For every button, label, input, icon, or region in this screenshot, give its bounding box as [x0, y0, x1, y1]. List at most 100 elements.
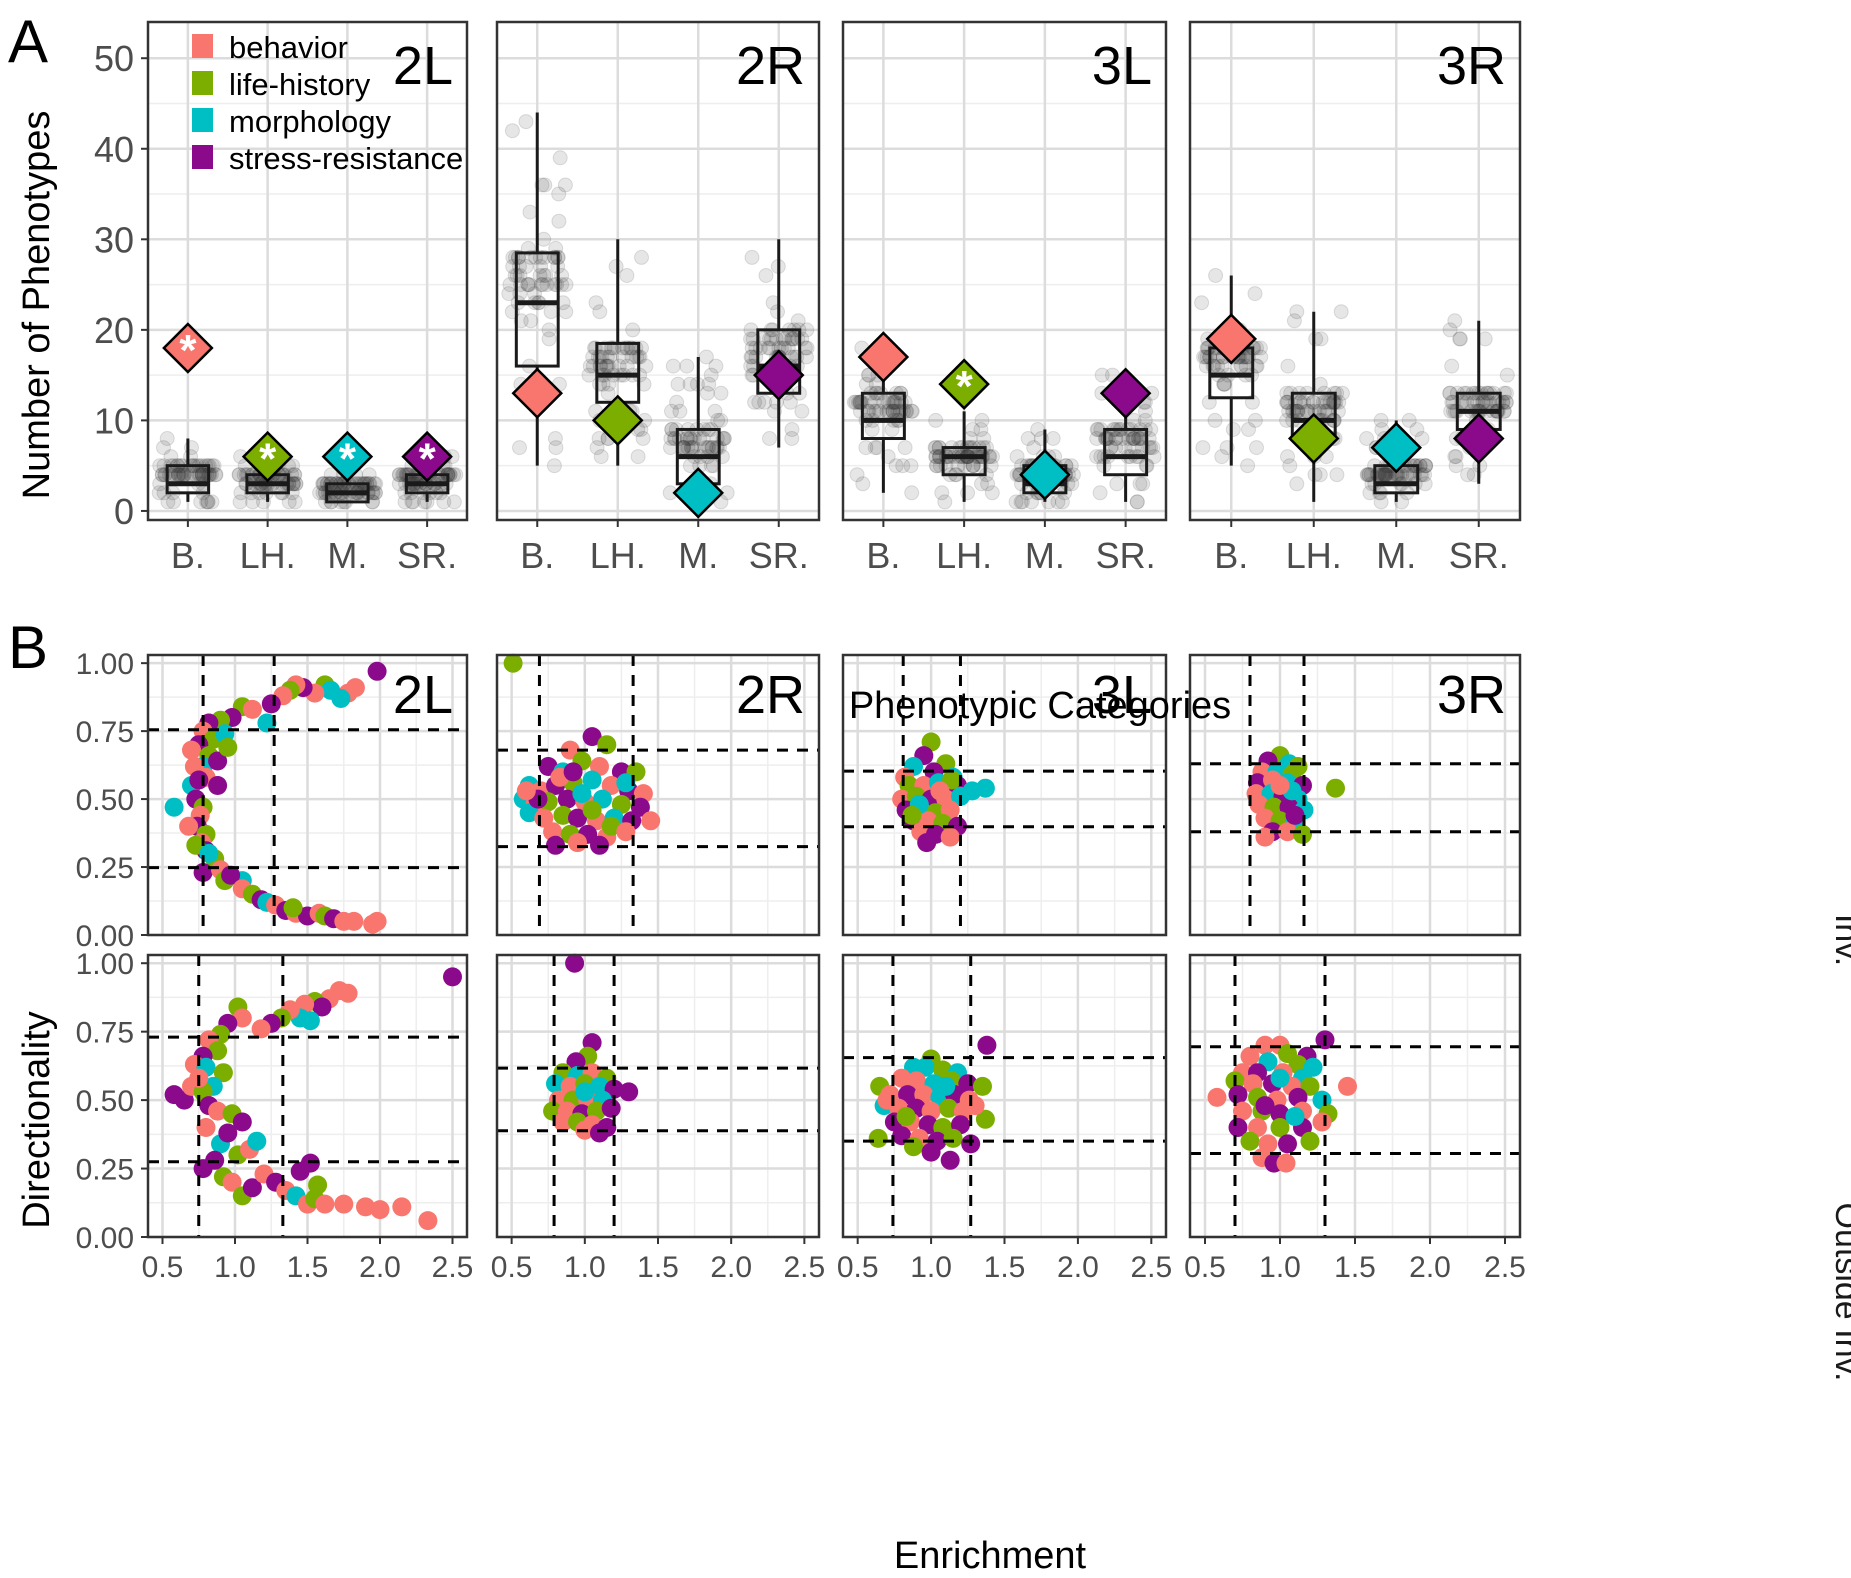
- scatter-point-behavior: [232, 1008, 252, 1028]
- null-distribution-point: [708, 358, 724, 374]
- null-distribution-point: [193, 494, 209, 510]
- null-distribution-point: [599, 349, 615, 365]
- panel-a-x-tick-label: LH.: [1286, 535, 1342, 576]
- null-distribution-point: [1241, 422, 1256, 437]
- null-distribution-point: [762, 331, 778, 347]
- scatter-point-morphology: [975, 778, 995, 798]
- scatter-point-behavior: [344, 911, 364, 931]
- null-distribution-point: [692, 431, 708, 446]
- panel-b-x-tick-label: 1.5: [637, 1251, 679, 1284]
- panel-b-y-tick-label: 0.25: [76, 852, 134, 885]
- null-distribution-point: [762, 431, 777, 446]
- scatter-point-behavior: [208, 1101, 228, 1121]
- scatter-point-behavior: [1207, 1087, 1227, 1107]
- legend-swatch-behavior: [192, 34, 213, 58]
- scatter-point-life-history: [943, 1128, 963, 1148]
- null-distribution-point: [159, 431, 175, 446]
- null-distribution-point: [904, 485, 920, 501]
- scatter-point-stress-resistance: [582, 727, 602, 747]
- null-distribution-point: [361, 467, 377, 483]
- null-distribution-point: [404, 494, 420, 510]
- panel-a-x-axis-title: Phenotypic Categories: [849, 685, 1231, 727]
- null-distribution-point: [518, 114, 534, 130]
- null-distribution-point: [619, 268, 635, 283]
- panel-b-x-tick-label: 2.5: [432, 1251, 474, 1284]
- box-iqr: [165, 464, 211, 495]
- scatter-point-morphology: [1270, 1068, 1290, 1088]
- panel-b-facet: 0.00 0.25 0.50 0.75 1.00 0.5 1.0 1.5 2.0 2.5: [76, 948, 474, 1284]
- null-distribution-point: [163, 449, 179, 465]
- null-distribution-point: [1132, 476, 1148, 492]
- panel-a-x-tick-label: SR.: [1449, 535, 1509, 576]
- null-distribution-point: [1417, 458, 1433, 474]
- scatter-point-morphology: [915, 1057, 935, 1077]
- null-distribution-point: [775, 331, 791, 347]
- panel-a-facet-title: 3R: [1437, 36, 1506, 96]
- null-distribution-point: [884, 394, 900, 410]
- scatter-point-life-history: [902, 805, 922, 825]
- panel-b-x-tick-label: 2.0: [1409, 1251, 1451, 1284]
- null-distribution-point: [858, 376, 874, 392]
- scatter-point-life-history: [283, 898, 303, 918]
- panel-b-x-tick-label: 1.0: [1259, 1251, 1301, 1284]
- observed-value-diamond: [1099, 367, 1152, 420]
- panel-b-x-tick-label: 0.5: [491, 1251, 533, 1284]
- null-distribution-point: [768, 331, 784, 347]
- null-distribution-point: [858, 440, 874, 456]
- panel-a-x-tick-label: LH.: [240, 535, 296, 576]
- scatter-point-morphology: [936, 1076, 956, 1096]
- scatter-point-life-history: [868, 1128, 888, 1148]
- null-distribution-point: [521, 277, 537, 293]
- scatter-point-behavior: [418, 1211, 438, 1231]
- panel-b-facet: 0.5 1.0 1.5 2.0 2.5: [491, 953, 825, 1284]
- panel-a-facet-border: [146, 20, 469, 522]
- null-distribution-point: [1329, 467, 1345, 483]
- null-distribution-point: [630, 449, 646, 465]
- panel-a-x-tick-label: B.: [520, 535, 554, 576]
- null-distribution-point: [625, 322, 641, 338]
- panel-b-y-tick-label: 1.00: [76, 948, 134, 981]
- null-distribution-point: [504, 123, 520, 139]
- panel-b-facet-border: [841, 653, 1168, 937]
- scatter-point-life-history: [208, 1041, 228, 1061]
- scatter-point-behavior: [1270, 776, 1290, 795]
- panel-b-facet: 3R: [1188, 653, 1522, 937]
- null-distribution-point: [1448, 449, 1464, 465]
- null-distribution-point: [976, 431, 992, 446]
- null-distribution-point: [287, 494, 303, 510]
- scatter-point-life-history: [308, 1175, 328, 1195]
- scatter-point-life-history: [218, 737, 238, 757]
- scatter-point-stress-resistance: [601, 1098, 621, 1118]
- panel-a-x-tick-label: SR.: [749, 535, 809, 576]
- legend-swatch-life-history: [192, 71, 213, 95]
- panel-a-facet-border: [841, 20, 1168, 522]
- null-distribution-point: [700, 440, 716, 456]
- scatter-point-stress-resistance: [208, 776, 228, 795]
- null-distribution-point: [886, 394, 902, 410]
- null-distribution-point: [1138, 403, 1153, 419]
- panel-b-facet-title: 3L: [1092, 665, 1152, 725]
- null-distribution-point: [558, 277, 574, 293]
- null-distribution-point: [1252, 340, 1268, 356]
- scatter-point-stress-resistance: [898, 1085, 918, 1105]
- scatter-point-stress-resistance: [1285, 805, 1305, 825]
- panel-b-y-tick-label: 0.50: [76, 784, 134, 817]
- scatter-point-stress-resistance: [619, 1082, 639, 1102]
- null-distribution-point: [281, 494, 297, 510]
- null-distribution-point: [539, 277, 555, 293]
- null-distribution-point: [1126, 431, 1142, 446]
- scatter-point-life-history: [1293, 824, 1312, 844]
- null-distribution-point: [1293, 394, 1309, 410]
- null-distribution-point: [541, 322, 557, 338]
- scatter-point-morphology: [575, 1082, 595, 1102]
- observed-value-diamond: [1205, 313, 1258, 365]
- panel-b-x-tick-label: 0.5: [837, 1251, 879, 1284]
- null-distribution-point: [760, 340, 776, 356]
- null-distribution-point: [1208, 268, 1224, 283]
- null-distribution-point: [784, 422, 800, 437]
- null-distribution-point: [860, 367, 876, 383]
- panel-a-facet-background: [148, 22, 467, 520]
- null-distribution-point: [698, 349, 714, 365]
- null-distribution-point: [743, 322, 759, 338]
- panel-b-x-tick-label: 1.0: [910, 1251, 952, 1284]
